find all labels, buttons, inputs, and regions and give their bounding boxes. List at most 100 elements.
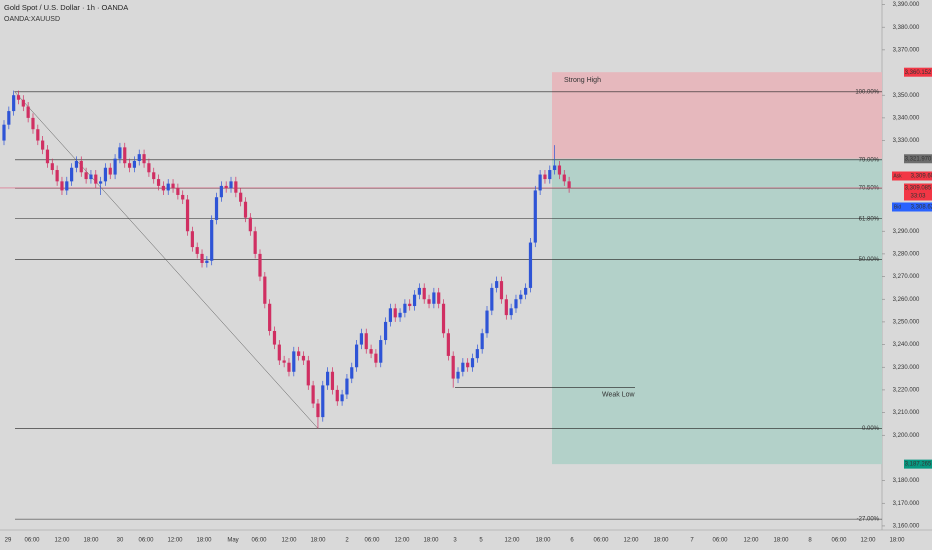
x-tick-label: 30 <box>117 538 124 544</box>
candle-body <box>123 147 127 164</box>
candle-body <box>263 276 267 304</box>
price-label-box <box>893 202 932 212</box>
candle-body <box>553 165 557 171</box>
candle-body <box>345 378 349 395</box>
candle-body <box>74 160 79 168</box>
candle-body <box>470 358 475 368</box>
candle-body <box>132 160 137 168</box>
candle-body <box>514 299 518 309</box>
candle-body <box>412 294 417 307</box>
y-tick-label: 3,230.000 <box>893 365 920 371</box>
candle-body <box>466 362 470 368</box>
candle-body <box>369 349 373 354</box>
x-tick-label: May <box>227 538 238 544</box>
fib-label: 100.00% <box>855 89 879 95</box>
candle-body <box>243 201 248 218</box>
candle-body <box>65 181 69 191</box>
candle-body <box>557 165 562 175</box>
candle-body <box>50 163 54 171</box>
candle-body <box>287 362 291 372</box>
candle-body <box>379 340 383 363</box>
candle-body <box>403 303 407 313</box>
candle-body <box>456 371 460 379</box>
price-label-box <box>904 183 932 201</box>
candle-body <box>118 147 122 159</box>
y-tick-label: 3,200.000 <box>893 433 920 439</box>
price-label-box <box>904 459 932 469</box>
candle-body <box>45 149 50 164</box>
candle-body <box>2 124 6 141</box>
fib-label: -27.00% <box>857 517 880 523</box>
candle-body <box>475 349 479 359</box>
zone <box>552 158 882 465</box>
fib-label: 79.00% <box>859 157 880 163</box>
price-label: 3,309.600 <box>911 174 932 180</box>
y-tick-label: 3,330.000 <box>893 138 920 144</box>
candle-body <box>224 185 228 189</box>
x-tick-label: 12:00 <box>623 538 639 544</box>
candle-body <box>89 174 93 180</box>
candle-body <box>451 355 455 379</box>
x-tick-label: 12:00 <box>54 538 70 544</box>
candle-body <box>171 183 175 189</box>
y-tick-label: 3,290.000 <box>893 229 920 235</box>
x-tick-label: 18:00 <box>423 538 439 544</box>
price-label: 3,308.620 <box>911 205 932 211</box>
y-tick-label: 3,280.000 <box>893 251 920 257</box>
candle-body <box>79 160 83 173</box>
candle-body <box>55 170 59 182</box>
candle-body <box>446 333 450 356</box>
candle-body <box>388 308 392 322</box>
candle-body <box>485 310 489 334</box>
x-tick-label: 5 <box>479 538 483 544</box>
candle-body <box>277 344 281 361</box>
y-tick-label: 3,260.000 <box>893 297 920 303</box>
candle-body <box>210 219 214 261</box>
y-tick-label: 3,350.000 <box>893 93 920 99</box>
candle-body <box>142 154 146 164</box>
weak-low-label: Weak Low <box>602 391 635 398</box>
candle-body <box>176 188 180 195</box>
x-tick-label: 06:00 <box>712 538 728 544</box>
candle-body <box>127 163 132 168</box>
candle-body <box>495 281 499 288</box>
x-tick-label: 18:00 <box>196 538 212 544</box>
candle-body <box>108 167 112 175</box>
candle-body <box>524 287 528 295</box>
candle-body <box>214 197 219 220</box>
price-label-box <box>904 154 932 164</box>
fib-label: 0.00% <box>862 426 880 432</box>
candle-body <box>490 287 494 311</box>
candle-body <box>311 385 315 404</box>
candle-body <box>437 292 441 304</box>
candle-body <box>538 174 542 191</box>
candle-body <box>26 106 30 118</box>
candle-body <box>499 281 504 300</box>
candle-body <box>301 355 306 361</box>
x-tick-label: 29 <box>5 538 12 544</box>
x-tick-label: 12:00 <box>394 538 410 544</box>
candle-body <box>427 299 431 304</box>
y-tick-label: 3,240.000 <box>893 342 920 348</box>
price-tag-box <box>892 202 903 212</box>
candle-body <box>359 333 364 345</box>
candle-body <box>562 174 566 182</box>
candle-body <box>60 181 64 191</box>
fib-label: 70.50% <box>859 186 880 192</box>
candle-body <box>383 321 388 341</box>
x-tick-label: 18:00 <box>310 538 326 544</box>
candle-body <box>234 181 238 193</box>
candle-body <box>432 292 436 304</box>
candle-body <box>113 158 117 175</box>
candle-body <box>364 333 368 350</box>
zone <box>552 72 882 159</box>
candle-body <box>268 303 272 331</box>
candle-body <box>306 360 310 386</box>
candle-body <box>16 95 21 100</box>
candle-body <box>156 179 161 186</box>
candle-body <box>94 174 98 184</box>
y-tick-label: 3,220.000 <box>893 387 920 393</box>
y-tick-label: 3,160.000 <box>893 524 920 530</box>
candle-body <box>292 351 296 372</box>
